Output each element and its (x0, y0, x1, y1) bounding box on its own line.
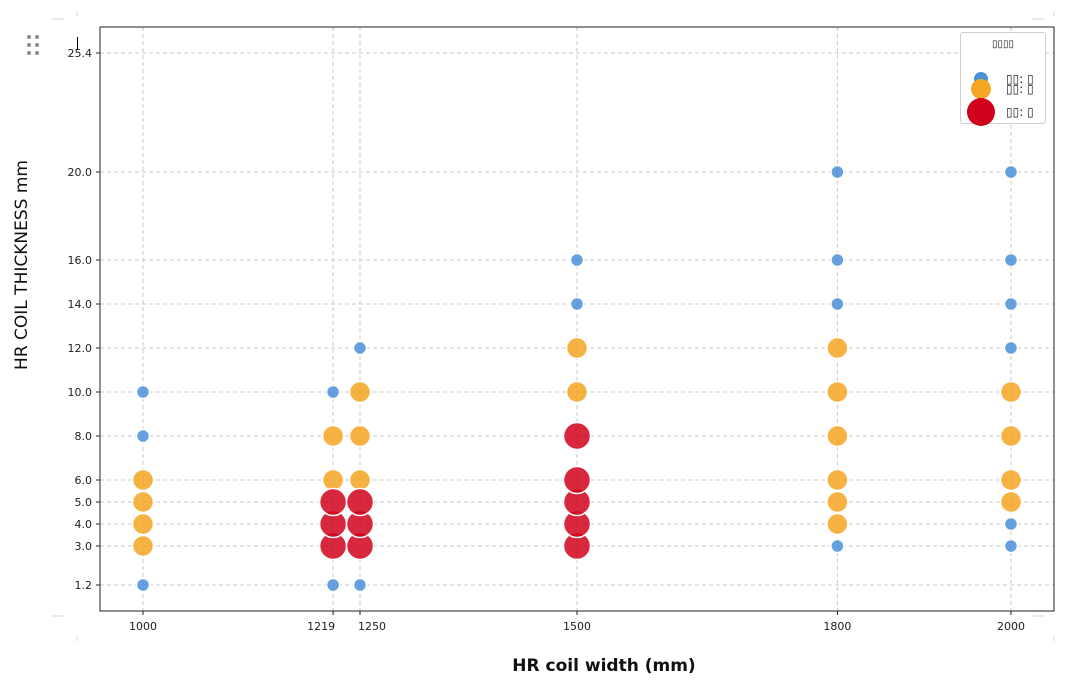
data-point-medium (348, 424, 372, 448)
data-point-small (135, 384, 151, 400)
data-point-medium (999, 424, 1023, 448)
y-tick-label: 4.0 (75, 518, 93, 531)
text-cursor (77, 37, 78, 50)
data-point-large (345, 487, 375, 517)
data-point-small (1003, 538, 1019, 554)
x-tick-label: 1000 (129, 620, 157, 633)
data-point-large (562, 421, 592, 451)
data-point-medium (826, 512, 849, 536)
data-point-medium (999, 380, 1023, 404)
legend-marker-large (967, 98, 995, 126)
legend-label-small: ▯▯: ▯ (1006, 72, 1034, 86)
data-point-small (569, 296, 585, 312)
data-point-medium (565, 336, 589, 360)
data-point-medium (348, 468, 372, 492)
data-point-small (135, 577, 151, 593)
data-point-small (1003, 252, 1019, 268)
x-tick-label: 1500 (563, 620, 591, 633)
data-point-medium (565, 380, 589, 404)
x-tick-label: 1800 (823, 620, 851, 633)
data-point-medium (826, 336, 849, 360)
axis-ticks: 1000 1219 1250 1500 1800 2000 1.2 3.0 4.0 5.0 6.0 8… (68, 47, 1026, 633)
data-point-medium (999, 490, 1023, 514)
data-point-medium (826, 490, 849, 514)
corner-marks (52, 11, 1055, 641)
data-point-small (1003, 164, 1019, 180)
y-tick-label: 8.0 (75, 430, 93, 443)
data-points (131, 164, 1023, 593)
data-point-medium (131, 468, 155, 492)
data-point-medium (131, 512, 155, 536)
y-tick-label: 16.0 (68, 254, 93, 267)
y-tick-label: 6.0 (75, 474, 93, 487)
legend: ▯▯▯▯ ▯▯: ▯ ▯▯: ▯ ▯▯: ▯ (960, 32, 1047, 126)
data-point-small (1003, 296, 1019, 312)
y-tick-label: 12.0 (68, 342, 93, 355)
data-point-small (135, 428, 151, 444)
data-point-small (352, 577, 368, 593)
legend-entry-large: ▯▯: ▯ (961, 98, 1047, 126)
y-tick-label: 5.0 (75, 496, 93, 509)
data-point-small (569, 252, 585, 268)
data-point-large (318, 487, 348, 517)
data-point-medium (826, 468, 849, 492)
data-point-medium (321, 468, 345, 492)
data-point-medium (348, 380, 372, 404)
y-tick-label: 3.0 (75, 540, 93, 553)
legend-marker-medium (971, 79, 991, 99)
data-point-medium (131, 490, 155, 514)
y-tick-label: 25.4 (68, 47, 93, 60)
y-tick-label: 10.0 (68, 386, 93, 399)
legend-title: ▯▯▯▯ (991, 39, 1014, 50)
data-point-small (830, 164, 845, 180)
data-point-medium (826, 424, 849, 448)
y-axis-label: HR COIL THICKNESS mm (12, 160, 32, 370)
data-point-small (1003, 516, 1019, 532)
data-point-small (830, 538, 845, 554)
data-point-small (325, 577, 341, 593)
x-axis-label: HR coil width (mm) (512, 656, 696, 676)
data-point-medium (321, 424, 345, 448)
legend-entry-medium: ▯▯: ▯ (961, 79, 1047, 113)
data-point-small (830, 252, 845, 268)
data-point-small (325, 384, 341, 400)
data-point-medium (826, 380, 849, 404)
x-tick-label: 1219 (307, 620, 335, 633)
x-tick-label: 1250 (358, 620, 386, 633)
legend-label-medium: ▯▯: ▯ (1006, 82, 1034, 96)
y-tick-label: 1.2 (75, 579, 93, 592)
data-point-small (1003, 340, 1019, 356)
data-point-small (352, 340, 368, 356)
data-point-medium (131, 534, 155, 558)
y-tick-label: 20.0 (68, 166, 93, 179)
legend-label-large: ▯▯: ▯ (1006, 105, 1034, 119)
data-point-medium (999, 468, 1023, 492)
drag-handle-icon[interactable] (27, 35, 41, 57)
y-tick-label: 14.0 (68, 298, 93, 311)
x-tick-label: 2000 (997, 620, 1025, 633)
data-point-large (562, 465, 592, 495)
data-point-small (830, 296, 845, 312)
